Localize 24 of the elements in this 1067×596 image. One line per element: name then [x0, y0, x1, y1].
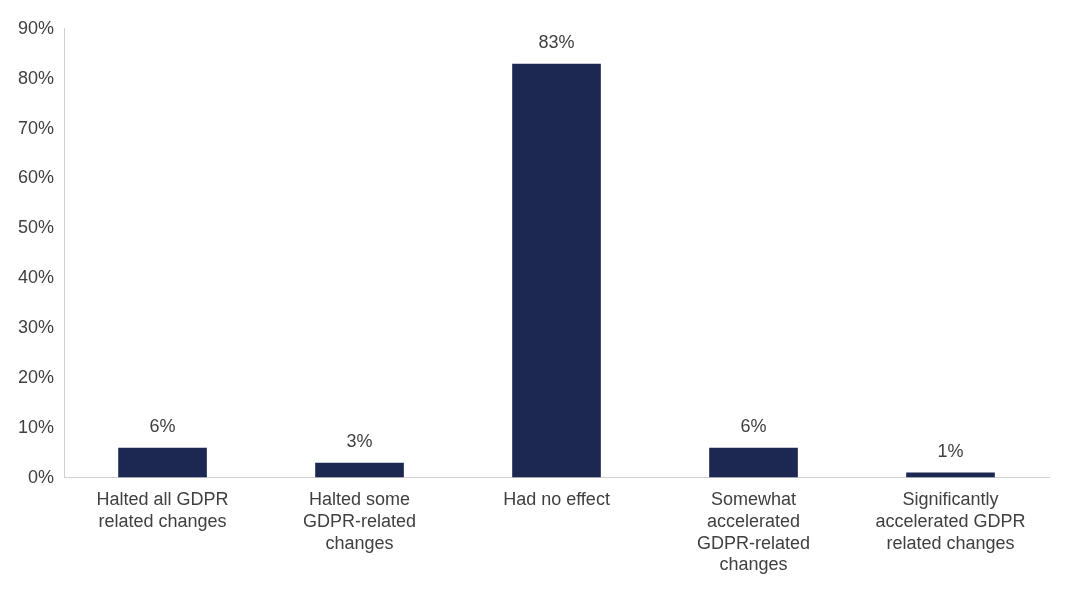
y-tick-label: 50%: [18, 217, 55, 238]
y-tick-label: 10%: [18, 416, 55, 437]
data-label: 6%: [740, 415, 767, 436]
bar: [315, 462, 404, 478]
bar: [512, 63, 601, 478]
bar: [709, 447, 798, 478]
x-tick-label: Significantly accelerated GDPR related changes: [875, 489, 1026, 553]
y-tick-label: 20%: [18, 366, 55, 387]
data-label: 1%: [937, 440, 964, 461]
y-tick-label: 70%: [18, 117, 55, 138]
x-tick-label: Somewhat accelerated GDPR-related changes: [696, 489, 811, 575]
y-tick-label: 60%: [18, 167, 55, 188]
data-label: 83%: [538, 31, 575, 52]
x-tick-label: Halted some GDPR-related changes: [303, 489, 417, 553]
y-tick-label: 40%: [18, 267, 55, 288]
data-label: 6%: [149, 415, 176, 436]
y-tick-label: 0%: [28, 466, 55, 487]
y-tick-label: 80%: [18, 67, 55, 88]
y-tick-label: 30%: [18, 316, 55, 337]
y-tick-label: 90%: [18, 17, 55, 38]
x-tick-label: Had no effect: [503, 489, 610, 510]
x-tick-label: Halted all GDPR related changes: [96, 489, 229, 531]
bar: [118, 447, 207, 478]
data-label: 3%: [346, 430, 373, 451]
